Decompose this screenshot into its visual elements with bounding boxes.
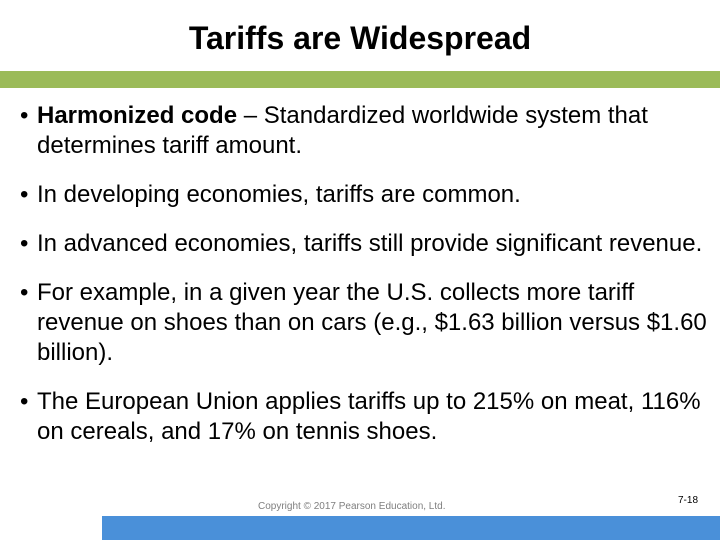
bullet-dot: •: [20, 279, 29, 306]
bullet-dot: •: [20, 102, 29, 129]
bullet-text: – Standardized worldwide system that det…: [37, 102, 648, 159]
bullet-text: In developing economies, tariffs are com…: [37, 181, 521, 208]
bullet-term: Harmonized code: [37, 102, 238, 129]
slide-title: Tariffs are Widespread: [188, 20, 532, 56]
bullet-item: • Harmonized code – Standardized worldwi…: [20, 101, 710, 161]
bullet-list: • Harmonized code – Standardized worldwi…: [20, 101, 710, 466]
copyright-text: Copyright © 2017 Pearson Education, Ltd.: [258, 501, 446, 512]
bullet-item: • The European Union applies tariffs up …: [20, 387, 710, 447]
title-accent-bar: [0, 71, 720, 88]
bullet-item: • In developing economies, tariffs are c…: [20, 180, 710, 210]
page-number: 7-18: [678, 495, 699, 506]
bullet-text: For example, in a given year the U.S. co…: [37, 279, 707, 366]
bullet-dot: •: [20, 230, 29, 257]
bullet-dot: •: [20, 181, 29, 208]
bullet-text: In advanced economies, tariffs still pro…: [37, 230, 703, 257]
footer-accent-bar: [102, 516, 720, 540]
bullet-text: The European Union applies tariffs up to…: [37, 388, 701, 445]
bullet-item: • For example, in a given year the U.S. …: [20, 278, 710, 368]
bullet-dot: •: [20, 388, 29, 415]
bullet-item: • In advanced economies, tariffs still p…: [20, 229, 710, 259]
